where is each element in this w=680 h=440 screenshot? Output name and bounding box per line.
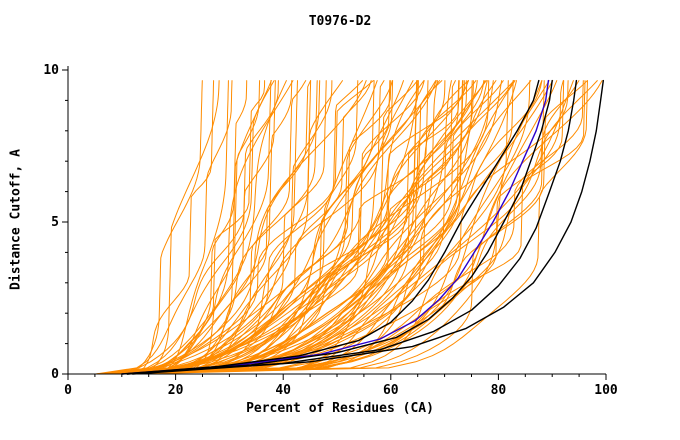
ensemble-curve bbox=[118, 80, 504, 375]
highlight-curves bbox=[121, 79, 604, 375]
ensemble-curve bbox=[101, 80, 385, 375]
ensemble-curve bbox=[127, 80, 272, 375]
ensemble-curve bbox=[98, 80, 437, 375]
ensemble-curve bbox=[114, 80, 569, 375]
ensemble-curve bbox=[118, 80, 203, 375]
ensemble-curve bbox=[132, 80, 215, 375]
black-model-4 bbox=[131, 79, 604, 375]
ensemble-curve bbox=[98, 80, 287, 375]
ensemble-curve bbox=[118, 80, 440, 375]
x-tick-label: 100 bbox=[594, 383, 618, 398]
ensemble-curve bbox=[120, 80, 229, 375]
ensemble-curve bbox=[109, 80, 574, 375]
ensemble-curve bbox=[127, 80, 531, 375]
y-tick-label: 0 bbox=[51, 367, 59, 382]
ensemble-curve bbox=[124, 80, 321, 375]
ensemble-curve bbox=[115, 80, 603, 375]
ensemble-curves bbox=[94, 80, 603, 375]
ensemble-curve bbox=[98, 80, 298, 375]
ensemble-curve bbox=[118, 80, 327, 375]
x-tick-label: 0 bbox=[64, 383, 72, 398]
y-tick-label: 10 bbox=[43, 63, 59, 78]
x-tick-label: 60 bbox=[383, 383, 399, 398]
axes: 0 20 40 60 80 100 0 5 10 bbox=[43, 63, 618, 398]
black-model-1 bbox=[121, 79, 540, 375]
ensemble-curve bbox=[103, 80, 456, 375]
ensemble-curve bbox=[112, 80, 494, 375]
ensemble-curve bbox=[94, 80, 486, 375]
ensemble-curve bbox=[130, 80, 293, 375]
ensemble-curve bbox=[126, 80, 394, 375]
ensemble-curve bbox=[103, 80, 419, 375]
ensemble-curve bbox=[117, 80, 363, 375]
ensemble-curve bbox=[119, 80, 543, 375]
ensemble-curve bbox=[96, 80, 477, 375]
ensemble-curve bbox=[110, 80, 391, 375]
black-model-3 bbox=[126, 79, 578, 375]
ensemble-curve bbox=[131, 80, 372, 375]
ensemble-curve bbox=[116, 80, 543, 375]
ensemble-curve bbox=[127, 80, 588, 375]
ensemble-curve bbox=[132, 80, 294, 375]
x-axis-label: Percent of Residues (CA) bbox=[246, 401, 434, 416]
ensemble-curve bbox=[110, 80, 516, 375]
y-tick-label: 5 bbox=[51, 215, 59, 230]
ensemble-curve bbox=[134, 80, 564, 375]
ensemble-curve bbox=[111, 80, 517, 375]
ensemble-curve bbox=[128, 80, 503, 375]
ensemble-curve bbox=[122, 80, 469, 375]
ensemble-curve bbox=[131, 80, 261, 375]
ensemble-curve bbox=[137, 80, 248, 375]
ensemble-curve bbox=[134, 80, 545, 375]
ensemble-curve bbox=[107, 80, 425, 375]
ensemble-curve bbox=[117, 80, 312, 375]
ensemble-curve bbox=[131, 80, 466, 375]
ensemble-curve bbox=[136, 80, 438, 375]
chart-title: T0976-D2 bbox=[308, 14, 372, 29]
blue-model bbox=[121, 79, 550, 375]
black-model-2 bbox=[126, 79, 553, 375]
ensemble-curve bbox=[114, 80, 220, 375]
ensemble-curve bbox=[104, 80, 514, 375]
ensemble-curve bbox=[111, 80, 272, 375]
ensemble-curve bbox=[103, 80, 333, 375]
ensemble-curve bbox=[107, 80, 460, 375]
ensemble-curve bbox=[118, 80, 446, 375]
ensemble-curve bbox=[128, 80, 374, 375]
x-tick-label: 40 bbox=[275, 383, 291, 398]
ensemble-curve bbox=[124, 80, 469, 375]
ensemble-curve bbox=[120, 80, 425, 375]
ensemble-curve bbox=[97, 80, 588, 375]
ensemble-curve bbox=[133, 80, 418, 375]
ensemble-curve bbox=[130, 80, 584, 375]
x-tick-label: 20 bbox=[168, 383, 184, 398]
x-tick-label: 80 bbox=[491, 383, 507, 398]
ensemble-curve bbox=[136, 80, 452, 375]
